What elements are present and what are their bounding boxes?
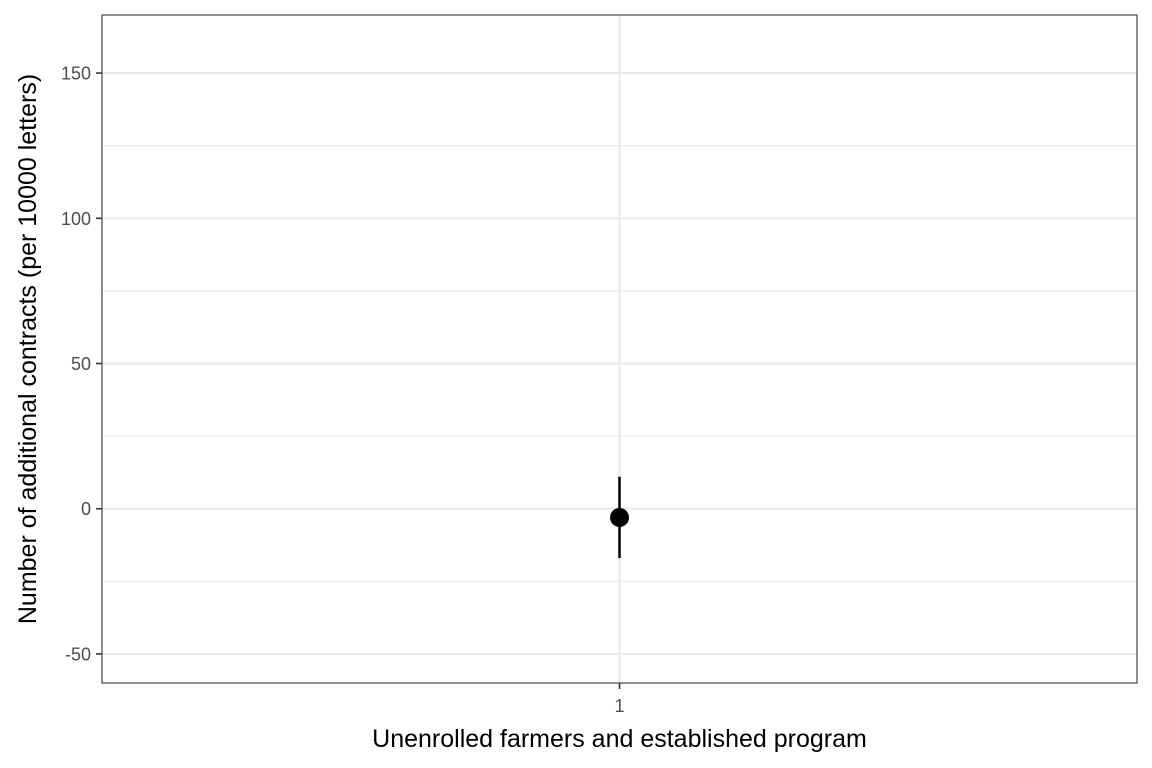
- data-marks: [610, 476, 629, 559]
- data-point: [610, 507, 629, 527]
- y-tick-label: 100: [61, 209, 91, 229]
- y-tick-label: 50: [71, 354, 91, 374]
- y-tick-label: -50: [65, 644, 91, 664]
- y-axis-title: Number of additional contracts (per 1000…: [14, 74, 42, 624]
- x-tick-label: 1: [614, 696, 624, 716]
- y-tick-label: 0: [81, 499, 91, 519]
- y-tick-label: 150: [61, 64, 91, 84]
- tick-labels: -50 0 50 100 150 1: [61, 64, 625, 716]
- x-axis-title: Unenrolled farmers and established progr…: [372, 725, 867, 753]
- axis-ticks: [96, 72, 621, 689]
